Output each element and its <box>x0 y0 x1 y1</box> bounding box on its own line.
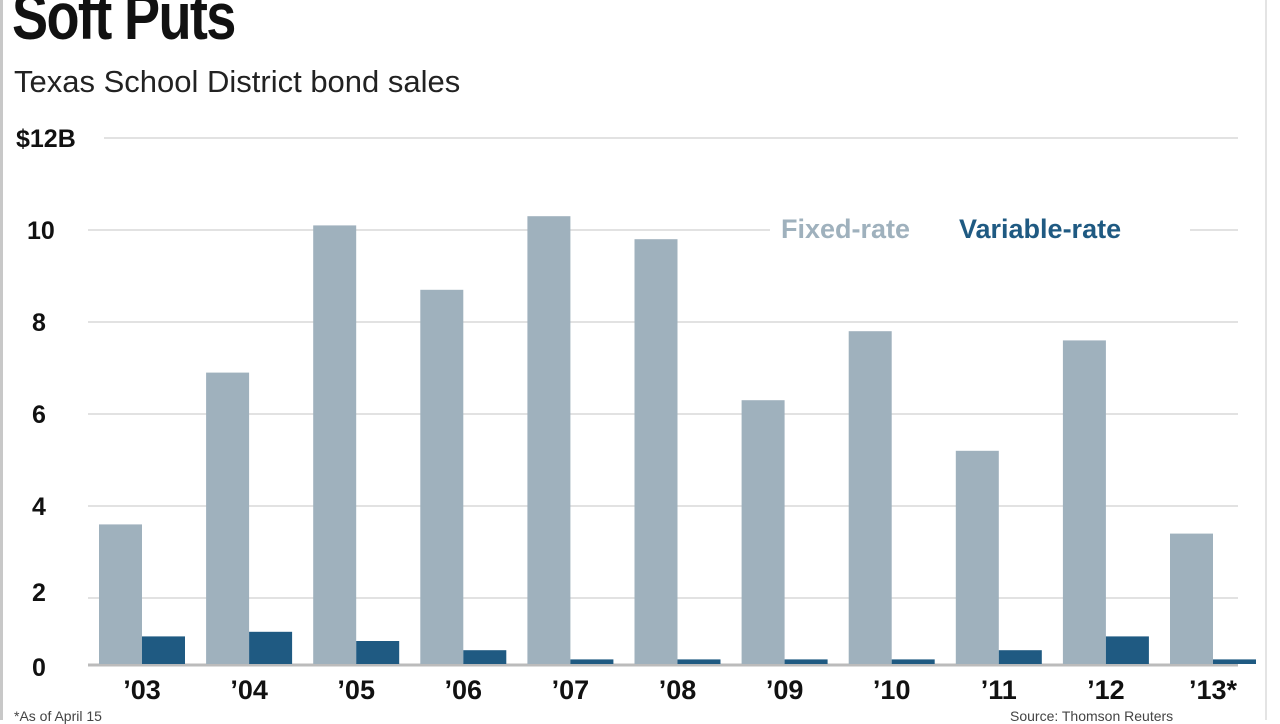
x-tick-labels: ’03 ’04 ’05 ’06 ’07 ’08 ’09 ’10 ’11 ’12 ’13* <box>123 675 1237 705</box>
x-tick-label: ’03 <box>123 675 161 705</box>
y-tick-labels: 0 2 4 6 8 10 $12B <box>16 125 76 682</box>
bar-fixed-rate <box>741 400 785 664</box>
bar-fixed-rate <box>1170 533 1213 664</box>
x-tick-label: ’10 <box>873 675 911 705</box>
bar-fixed-rate <box>206 372 250 664</box>
frame-border-right <box>1265 0 1267 720</box>
y-tick-label: 2 <box>32 579 46 607</box>
x-tick-label: ’07 <box>552 675 590 705</box>
y-tick-label: 8 <box>32 309 46 337</box>
chart-subtitle: Texas School District bond sales <box>14 64 461 99</box>
bar-fixed-rate <box>99 524 142 664</box>
x-tick-label: ’09 <box>766 675 804 705</box>
bars <box>99 216 1256 664</box>
source-note: Source: Thomson Reuters <box>1010 708 1174 724</box>
bar-fixed-rate <box>955 450 999 664</box>
y-tick-label: 6 <box>32 401 46 429</box>
bar-variable-rate <box>677 659 721 664</box>
y-tick-label: 4 <box>32 493 46 521</box>
bar-variable-rate <box>249 631 293 664</box>
x-tick-label: ’05 <box>337 675 375 705</box>
legend-variable-rate: Variable-rate <box>959 214 1121 244</box>
bar-variable-rate <box>891 659 935 664</box>
y-tick-label: 0 <box>32 654 46 682</box>
legend: Fixed-rate Variable-rate <box>770 210 1190 250</box>
legend-fixed-rate: Fixed-rate <box>781 214 910 244</box>
bar-fixed-rate <box>420 289 464 664</box>
bar-variable-rate <box>142 636 185 664</box>
bar-fixed-rate <box>848 331 892 664</box>
bar-variable-rate <box>784 659 828 664</box>
bar-variable-rate <box>998 650 1042 664</box>
x-tick-label: ’08 <box>659 675 697 705</box>
frame-border-left <box>0 0 3 720</box>
footnote: *As of April 15 <box>14 708 102 724</box>
x-tick-label: ’06 <box>445 675 483 705</box>
bar-variable-rate <box>570 659 614 664</box>
y-tick-label: $12B <box>16 125 76 153</box>
bar-fixed-rate <box>527 216 571 664</box>
bar-fixed-rate <box>634 239 678 664</box>
bar-variable-rate <box>1213 659 1256 664</box>
x-tick-label: ’12 <box>1087 675 1125 705</box>
x-tick-label: ’11 <box>981 675 1017 705</box>
bar-fixed-rate <box>313 225 357 664</box>
bar-variable-rate <box>1105 636 1149 664</box>
bar-variable-rate <box>356 641 400 664</box>
x-tick-label: ’13* <box>1189 675 1238 705</box>
bar-variable-rate <box>463 650 507 664</box>
y-tick-label: 10 <box>27 217 55 245</box>
chart-title: Soft Puts <box>12 0 236 53</box>
bar-fixed-rate <box>1062 340 1106 664</box>
x-tick-label: ’04 <box>230 675 268 705</box>
